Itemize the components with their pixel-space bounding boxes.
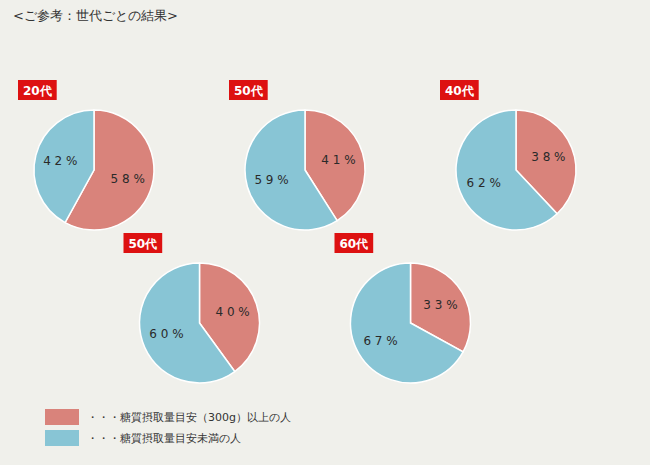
label-box [229, 80, 268, 100]
data-label: 3 3 % [423, 298, 457, 312]
label-box [440, 80, 479, 100]
data-label: 6 2 % [466, 176, 500, 190]
background [0, 0, 650, 465]
pie [139, 263, 259, 383]
pie-slice [351, 263, 464, 383]
legend-entry: ・・・糖質摂取量目安（300g）以上の人 [87, 411, 291, 424]
data-label: 6 7 % [363, 334, 397, 348]
pie-title: 50代 [129, 237, 158, 251]
pie-title: 50代 [234, 84, 263, 98]
label-box [18, 80, 57, 100]
legend-entry: ・・・糖質摂取量目安未満の人 [87, 432, 241, 445]
title: <ご参考：世代ごとの結果> [13, 8, 178, 23]
pie [34, 110, 154, 230]
pie [245, 110, 365, 230]
pie-slice [245, 110, 337, 230]
legend-swatch [45, 409, 79, 425]
legend-swatch [45, 430, 79, 446]
data-label: 5 8 % [111, 172, 145, 186]
data-label: 5 9 % [254, 173, 288, 187]
data-label: 3 8 % [531, 150, 565, 164]
label-box [124, 233, 163, 253]
data-label: 4 2 % [43, 154, 77, 168]
pie-title: 20代 [23, 84, 52, 98]
legend: ・・・糖質摂取量目安（300g）以上の人・・・糖質摂取量目安未満の人 [45, 409, 291, 446]
label-box [335, 233, 374, 253]
pie [351, 263, 471, 383]
pie-slice [456, 110, 557, 230]
figure: <ご参考：世代ごとの結果> 5 8 % 4 2 % 20代 4 1 % 5 9 % 50代 3… [0, 0, 650, 465]
data-label: 4 1 % [321, 153, 355, 167]
data-label: 4 0 % [215, 305, 249, 319]
pie-slice [139, 263, 234, 383]
pie-slice [34, 110, 94, 223]
data-label: 6 0 % [149, 327, 183, 341]
pie-title: 60代 [340, 237, 369, 251]
pie [456, 110, 576, 230]
pie-title: 40代 [445, 84, 474, 98]
